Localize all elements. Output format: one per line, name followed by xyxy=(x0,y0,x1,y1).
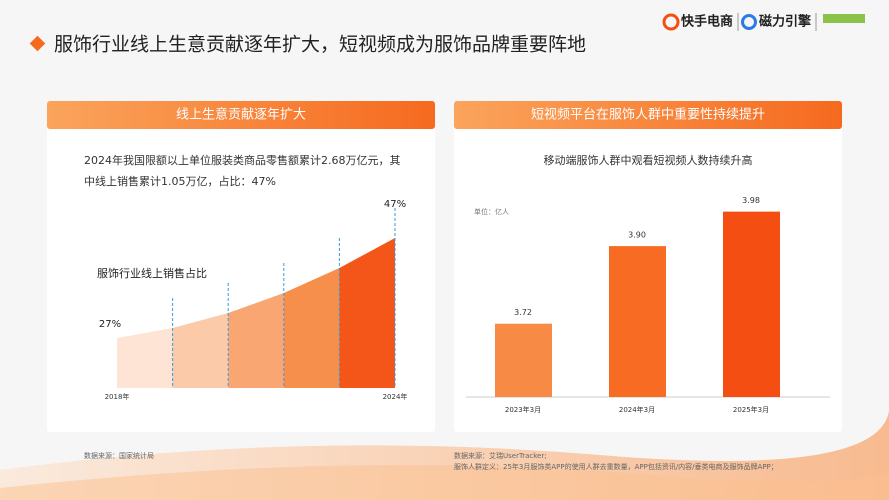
x-tick-label: 2018年 xyxy=(105,392,130,401)
logo-text: 磁力引擎 xyxy=(759,14,811,30)
x-tick-label: 2024年 xyxy=(383,392,408,401)
x-tick-label: 2023年3月 xyxy=(505,405,541,414)
logo-text: 快手电商 xyxy=(681,14,733,30)
panel-title: 短视频平台在服饰人群中重要性持续提升 xyxy=(531,107,765,123)
x-tick-label: 2024年3月 xyxy=(619,405,655,414)
annotation: 服饰行业线上销售占比 xyxy=(97,266,207,280)
unit-label: 单位：亿人 xyxy=(474,207,509,216)
value-label: 3.98 xyxy=(742,196,760,205)
panel-header xyxy=(454,101,842,129)
area-segment xyxy=(172,313,229,388)
value-label: 3.72 xyxy=(514,308,532,317)
panel-title: 线上生意贡献逐年扩大 xyxy=(176,107,306,123)
logo-icon xyxy=(741,14,757,30)
logo-icon xyxy=(662,13,680,31)
value-label: 3.90 xyxy=(628,231,646,240)
description: 2024年我国限额以上单位服装类商品零售额累计2.68万亿元，其中线上销售累计1… xyxy=(84,154,401,188)
logo-icon xyxy=(823,14,865,23)
chart-heading: 移动端服饰人群中观看短视频人数持续升高 xyxy=(544,153,753,167)
x-tick-label: 2025年3月 xyxy=(733,405,769,414)
bar xyxy=(723,211,780,397)
value-label: 47% xyxy=(384,199,406,210)
area-segment xyxy=(117,328,173,388)
source: 数据来源：艾瑞UserTracker; xyxy=(454,451,547,460)
panel-header xyxy=(47,101,435,129)
bar xyxy=(609,246,666,397)
source: 数据来源：国家统计局 xyxy=(84,451,154,460)
title-bullet xyxy=(29,35,46,52)
slide-title: 服饰行业线上生意贡献逐年扩大，短视频成为服饰品牌重要阵地 xyxy=(54,34,586,56)
area-segment xyxy=(283,268,340,388)
description-box: 2024年我国限额以上单位服装类商品零售额累计2.68万亿元，其中线上销售累计1… xyxy=(84,154,401,188)
swoosh xyxy=(0,440,889,500)
bar xyxy=(495,323,552,397)
area-segment xyxy=(228,293,284,388)
area-segment xyxy=(339,238,395,388)
value-label: 27% xyxy=(99,319,121,330)
note: 服饰人群定义：25年3月服饰类APP的使用人群去重数量，APP包括资讯/内容/垂… xyxy=(454,462,778,471)
